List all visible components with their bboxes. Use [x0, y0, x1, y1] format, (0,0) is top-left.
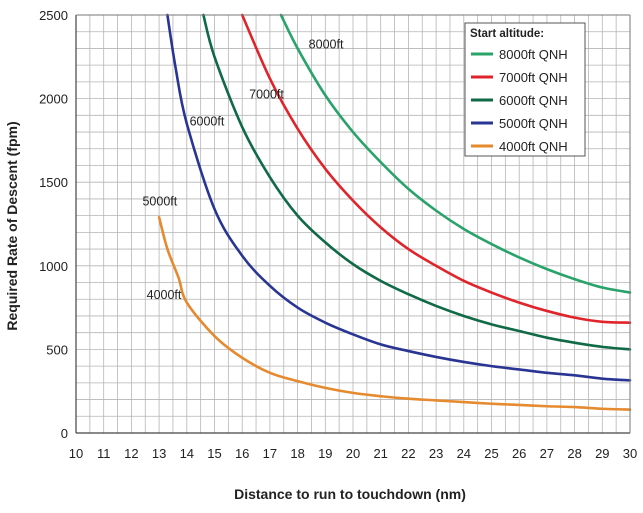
y-axis-title: Required Rate of Descent (fpm)	[4, 121, 20, 330]
series-line-7000ft	[240, 13, 632, 324]
legend-box	[464, 22, 586, 157]
x-tick-label: 21	[373, 446, 387, 461]
legend-entry-label: 5000ft QNH	[499, 116, 568, 131]
series-line-8000ft	[279, 13, 632, 294]
y-tick-label: 2500	[39, 8, 68, 23]
x-tick-label: 29	[595, 446, 609, 461]
x-tick-label: 10	[69, 446, 83, 461]
legend-entry-label: 4000ft QNH	[499, 139, 568, 154]
x-tick-label: 17	[263, 446, 277, 461]
y-tick-labels: 0 500 1000 1500 2000 2500	[39, 8, 68, 441]
legend-title: Start altitude:	[470, 28, 544, 40]
x-tick-label: 14	[180, 446, 194, 461]
x-tick-label: 18	[290, 446, 304, 461]
curves	[157, 13, 632, 411]
legend-entry-label: 6000ft QNH	[499, 93, 568, 108]
x-tick-label: 20	[346, 446, 360, 461]
y-tick-label: 1000	[39, 259, 68, 274]
x-tick-label: 16	[235, 446, 249, 461]
legend-entry-label: 8000ft QNH	[499, 47, 568, 62]
x-tick-label: 13	[152, 446, 166, 461]
grid	[75, 14, 631, 434]
x-tick-label: 24	[457, 446, 471, 461]
series-line-5000ft	[166, 13, 632, 382]
x-tick-label: 25	[484, 446, 498, 461]
x-tick-label: 30	[623, 446, 637, 461]
x-tick-label: 15	[207, 446, 221, 461]
y-tick-label: 500	[46, 342, 68, 357]
series-label-7000ft: 7000ft	[249, 88, 284, 102]
legend-entry-label: 7000ft QNH	[499, 70, 568, 85]
series-label-8000ft: 8000ft	[309, 37, 344, 51]
x-tick-label: 22	[401, 446, 415, 461]
x-axis-title: Distance to run to touchdown (nm)	[234, 486, 466, 502]
x-tick-label: 26	[512, 446, 526, 461]
curve-labels: 8000ft 7000ft 6000ft 5000ft 4000ft	[142, 37, 343, 302]
x-tick-label: 12	[124, 446, 138, 461]
x-tick-label: 23	[429, 446, 443, 461]
y-tick-label: 1500	[39, 175, 68, 190]
legend-items: 8000ft QNH 7000ft QNH 6000ft QNH 5000ft QNH…	[471, 47, 568, 154]
legend: Start altitude: 8000ft QNH 7000ft QNH 6000…	[464, 22, 586, 157]
y-tick-label: 2000	[39, 92, 68, 107]
x-tick-labels: 10 11 12 13 14 15 16 17 18 19 20 21 22 23 24 25 26 27 28 29…	[69, 446, 637, 461]
series-label-6000ft: 6000ft	[190, 114, 225, 128]
x-tick-label: 28	[567, 446, 581, 461]
x-tick-label: 27	[540, 446, 554, 461]
series-line-4000ft	[157, 216, 632, 411]
x-tick-label: 11	[97, 446, 111, 461]
series-line-6000ft	[202, 13, 632, 351]
axes	[75, 14, 631, 434]
y-tick-label: 0	[61, 426, 68, 441]
x-tick-label: 19	[318, 446, 332, 461]
series-label-5000ft: 5000ft	[142, 195, 177, 209]
series-label-4000ft: 4000ft	[147, 288, 182, 302]
